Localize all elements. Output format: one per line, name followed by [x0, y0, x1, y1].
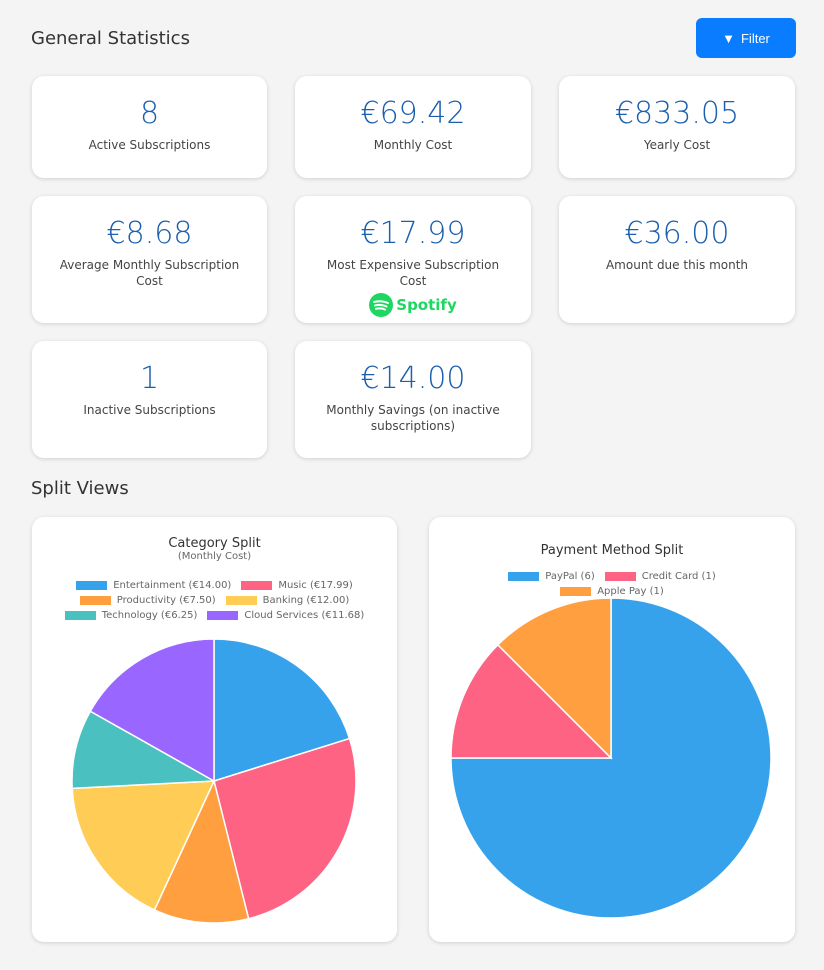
- legend-swatch: [225, 596, 257, 605]
- chart-subtitle: (Monthly Cost): [177, 551, 252, 562]
- stat-value: €69.42: [360, 96, 466, 131]
- legend-swatch: [604, 572, 636, 581]
- legend-label: Cloud Services (€11.68): [244, 610, 365, 621]
- pie-slice[interactable]: [71, 710, 217, 790]
- chart-title: Payment Method Split: [540, 543, 684, 558]
- legend-item[interactable]: Cloud Services (€11.68): [207, 610, 364, 621]
- pie: [71, 638, 357, 924]
- section-title: Split Views: [31, 478, 129, 499]
- stat-card-active: 8 Active Subscriptions: [32, 76, 267, 178]
- legend-label: Credit Card (1): [641, 571, 716, 582]
- legend-label: Apple Pay (1): [597, 586, 664, 597]
- chart-title: Category Split: [168, 536, 261, 551]
- stat-card-inactive: 1 Inactive Subscriptions: [32, 341, 267, 458]
- stat-value: €14.00: [360, 361, 466, 396]
- pie-slice[interactable]: [153, 778, 250, 924]
- spotify-icon: [369, 293, 394, 317]
- legend-item[interactable]: Technology (€6.25): [64, 610, 198, 621]
- stat-value: €17.99: [360, 216, 466, 251]
- filter-label: Filter: [740, 30, 770, 46]
- legend-item[interactable]: Music (€17.99): [241, 580, 353, 591]
- stat-value: €36.00: [624, 216, 730, 251]
- legend-item[interactable]: Entertainment (€14.00): [76, 580, 231, 591]
- legend-label: Banking (€12.00): [262, 595, 350, 606]
- legend-item[interactable]: Apple Pay (1): [560, 586, 664, 597]
- stat-card-yearly: €833.05 Yearly Cost: [559, 76, 795, 178]
- pie: [450, 597, 772, 919]
- stat-value: 1: [139, 361, 160, 396]
- stat-label: Monthly Savings (on inactive subscriptio…: [326, 403, 500, 433]
- pie-slice[interactable]: [213, 638, 351, 783]
- pie-slice[interactable]: [450, 643, 613, 759]
- stat-value: €833.05: [614, 96, 740, 131]
- page-title: General Statistics: [31, 28, 190, 49]
- legend-label: Music (€17.99): [278, 580, 353, 591]
- stat-label: Average Monthly Subscription Cost: [59, 258, 240, 288]
- legend-label: PayPal (6): [545, 571, 595, 582]
- stat-card-due: €36.00 Amount due this month: [559, 196, 795, 323]
- pie-slice[interactable]: [213, 737, 357, 920]
- pie-slice[interactable]: [89, 638, 215, 783]
- legend-swatch: [64, 611, 96, 620]
- payment-split-chart: Payment Method Split PayPal (6) Credit Ca…: [429, 517, 795, 942]
- pie-slice[interactable]: [496, 597, 612, 760]
- stat-card-savings: €14.00 Monthly Savings (on inactive subsc…: [295, 341, 531, 458]
- stat-label: Yearly Cost: [643, 138, 711, 152]
- legend-swatch: [76, 581, 108, 590]
- legend-label: Technology (€6.25): [101, 610, 198, 621]
- legend-label: Productivity (€7.50): [116, 595, 216, 606]
- legend-item[interactable]: Banking (€12.00): [225, 595, 350, 606]
- spotify-logo: Spotify: [315, 293, 511, 317]
- legend-item[interactable]: Credit Card (1): [604, 571, 716, 582]
- legend-label: Entertainment (€14.00): [113, 580, 232, 591]
- legend-swatch: [560, 587, 592, 596]
- stat-card-monthly: €69.42 Monthly Cost: [295, 76, 531, 178]
- filter-button[interactable]: ▼ Filter: [696, 18, 796, 58]
- pie-slice[interactable]: [71, 780, 216, 911]
- legend-swatch: [241, 581, 273, 590]
- stat-value: €8.68: [106, 216, 193, 251]
- stat-value: 8: [139, 96, 160, 131]
- stat-card-most-expensive: €17.99 Most Expensive Subscription Cost S…: [295, 196, 531, 323]
- stat-label: Active Subscriptions: [88, 138, 211, 152]
- stat-card-average: €8.68 Average Monthly Subscription Cost: [32, 196, 267, 323]
- legend-item[interactable]: PayPal (6): [508, 571, 595, 582]
- category-split-chart: Category Split (Monthly Cost) Entertainm…: [32, 517, 397, 942]
- legend-swatch: [79, 596, 111, 605]
- stat-label: Inactive Subscriptions: [83, 403, 216, 417]
- legend-swatch: [508, 572, 540, 581]
- chart-legend: Entertainment (€14.00) Music (€17.99) Prod…: [32, 580, 397, 621]
- legend-swatch: [207, 611, 239, 620]
- chart-legend: PayPal (6) Credit Card (1) Apple Pay (1): [429, 571, 795, 597]
- legend-item[interactable]: Productivity (€7.50): [79, 595, 216, 606]
- stat-label: Monthly Cost: [373, 138, 453, 152]
- stat-label: Amount due this month: [605, 258, 749, 272]
- stat-label: Most Expensive Subscription Cost: [326, 258, 500, 288]
- filter-icon: ▼: [722, 30, 735, 46]
